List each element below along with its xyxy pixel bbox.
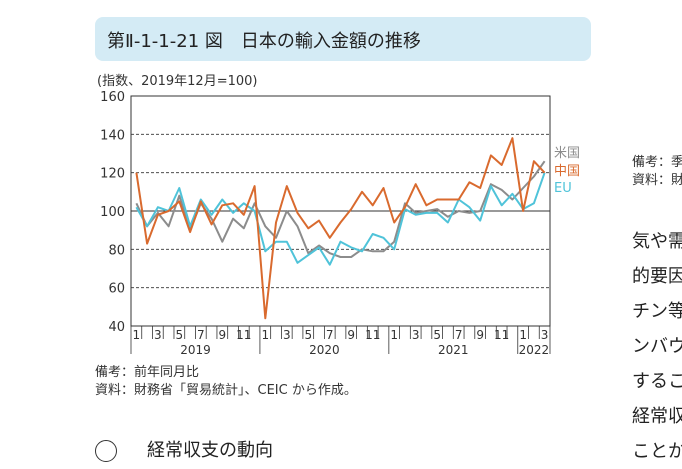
y-tick-label: 100 (100, 205, 125, 220)
x-month-label: 1 (261, 328, 269, 342)
body-line: ンバウ (632, 336, 682, 357)
right-column-notes: 備考：季 資料：財 (632, 154, 682, 190)
x-month-label: 5 (304, 328, 312, 342)
series-layer (135, 137, 546, 320)
index-note: (指数、2019年12月=100) (97, 74, 258, 89)
x-month-label: 3 (283, 328, 291, 342)
right-note-2: 資料：財 (632, 173, 682, 188)
x-month-label: 11 (494, 328, 509, 342)
body-line: 的要因 (632, 266, 682, 287)
x-month-label: 7 (326, 328, 334, 342)
x-month-label: 7 (197, 328, 205, 342)
body-line: チン等 (632, 301, 682, 322)
x-month-label: 1 (519, 328, 527, 342)
x-year-label: 2020 (309, 343, 340, 357)
y-tick-label: 120 (100, 167, 125, 182)
y-tick-label: 40 (108, 320, 125, 335)
x-month-label: 5 (176, 328, 184, 342)
legend-label: EU (554, 181, 572, 196)
x-month-label: 3 (541, 328, 549, 342)
x-month-label: 3 (412, 328, 420, 342)
note-basis: 備考：前年同月比 (95, 365, 200, 380)
section-number-circle (95, 440, 117, 462)
x-year-label: 2021 (438, 343, 469, 357)
body-line: 経常収 (632, 406, 682, 427)
x-month-label: 1 (390, 328, 398, 342)
y-tick-label: 160 (100, 90, 125, 105)
right-note-1: 備考：季 (632, 155, 682, 170)
x-year-label: 2019 (180, 343, 211, 357)
body-line: 気や需 (632, 231, 682, 252)
x-month-label: 9 (476, 328, 484, 342)
figure-notes: 備考：前年同月比 資料：財務省「貿易統計」、CEIC から作成。 (95, 364, 357, 400)
figure-title: 第Ⅱ-1-1-21 図 日本の輸入金額の推移 (107, 31, 421, 52)
x-month-label: 5 (433, 328, 441, 342)
y-tick-label: 80 (108, 243, 125, 258)
section-heading: 経常収支の動向 (95, 436, 273, 462)
body-line: するこ (632, 371, 682, 392)
x-month-label: 1 (133, 328, 141, 342)
y-tick-label: 60 (108, 282, 125, 297)
x-month-label: 7 (455, 328, 463, 342)
grid-layer (131, 133, 550, 289)
y-tick-label: 140 (100, 128, 125, 143)
note-source: 資料：財務省「貿易統計」、CEIC から作成。 (95, 383, 357, 398)
series-line-eu (135, 172, 546, 266)
series-line-china (135, 137, 546, 320)
legend-label: 中国 (554, 164, 580, 179)
x-month-label: 3 (154, 328, 162, 342)
axis-layer (130, 95, 551, 354)
x-month-label: 11 (365, 328, 380, 342)
section-heading-text: 経常収支の動向 (147, 440, 273, 461)
x-month-label: 9 (219, 328, 227, 342)
right-column-body: 気や需 的要因 チン等 ンバウ するこ 経常収 ことか (632, 224, 682, 469)
figure-title-box: 第Ⅱ-1-1-21 図 日本の輸入金額の推移 (95, 17, 591, 61)
legend-label: 米国 (554, 146, 580, 161)
x-month-label: 9 (347, 328, 355, 342)
plot-frame (130, 95, 551, 327)
body-line: ことか (632, 441, 682, 462)
x-month-label: 11 (236, 328, 251, 342)
x-year-label: 2022 (519, 343, 550, 357)
